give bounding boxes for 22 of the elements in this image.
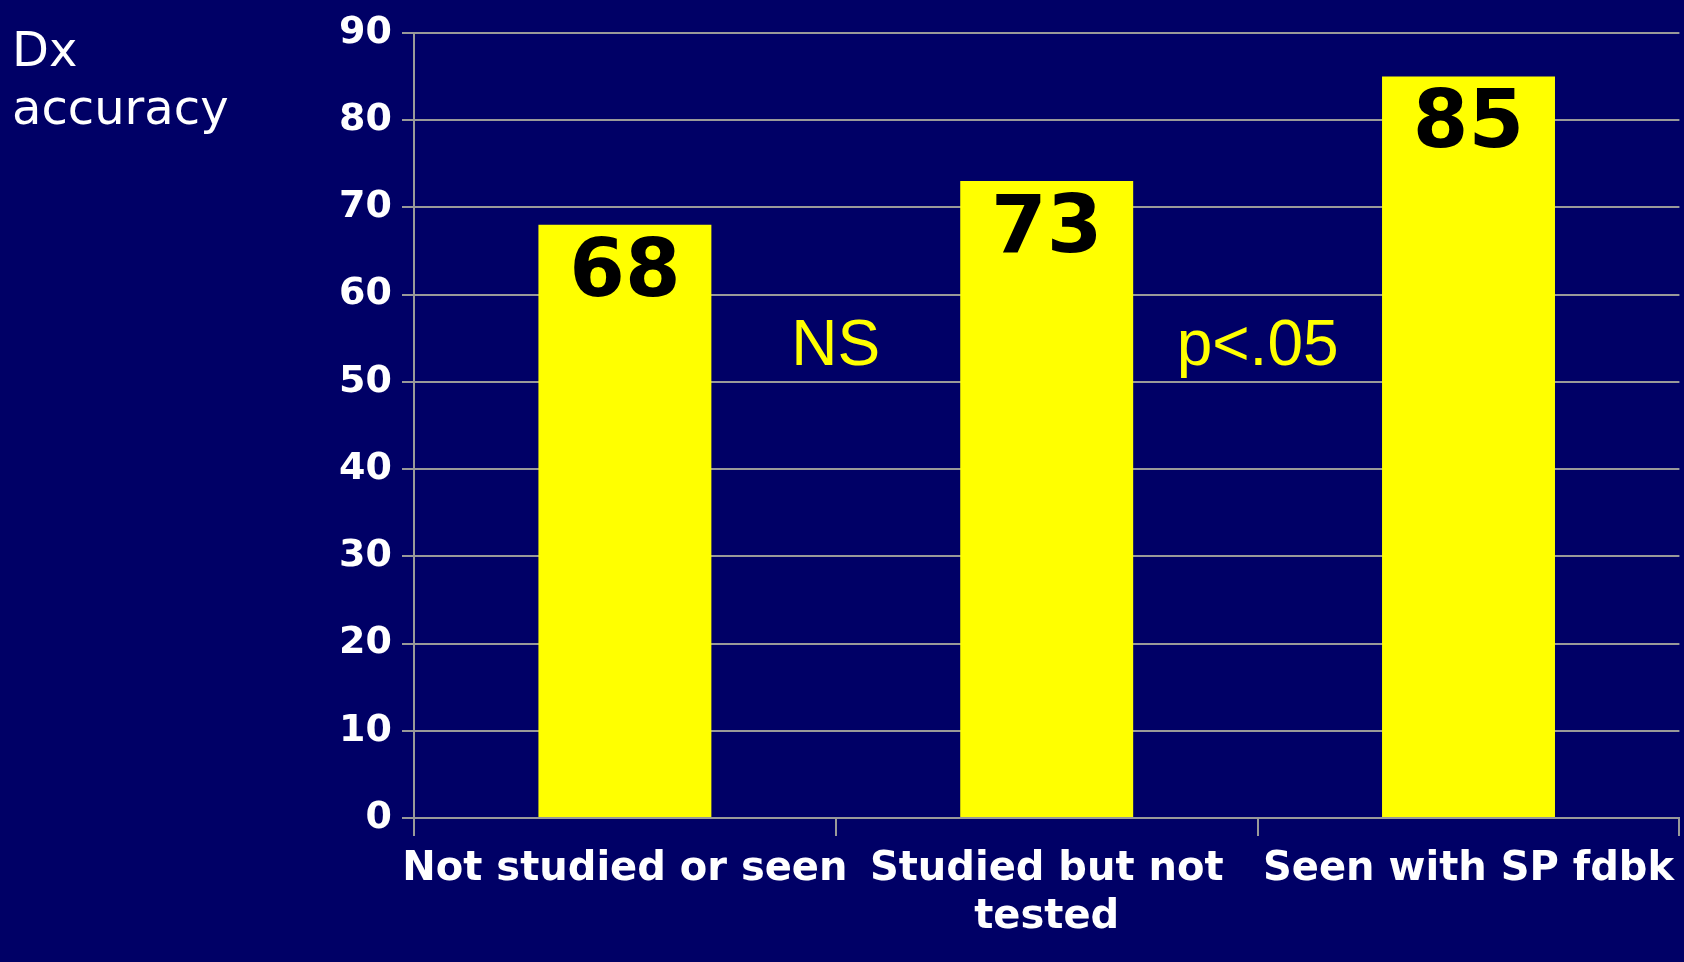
data-label: 85	[1412, 73, 1525, 167]
annotation: p<.05	[1176, 306, 1339, 379]
y-axis-title: Dx accuracy	[12, 20, 230, 136]
y-tick-label: 50	[339, 356, 392, 401]
x-tick-label: Not studied or seen	[402, 843, 848, 890]
data-label: 73	[991, 177, 1103, 271]
annotation: NS	[791, 306, 881, 379]
bar	[960, 181, 1134, 817]
y-tick-label: 60	[339, 269, 392, 314]
data-label: 68	[569, 221, 681, 315]
y-tick-label: 0	[365, 792, 392, 837]
y-tick-label: 90	[339, 7, 392, 52]
bar	[538, 224, 712, 817]
y-tick-label: 20	[339, 618, 392, 663]
x-tick-label: Studied but not tested	[869, 843, 1224, 938]
x-tick-label: Seen with SP fdbk	[1263, 843, 1676, 890]
bar	[1382, 76, 1555, 817]
y-tick-label: 30	[339, 531, 392, 576]
y-tick-label: 10	[339, 705, 392, 750]
y-tick-label: 40	[339, 443, 392, 488]
y-tick-label: 80	[339, 94, 392, 139]
y-tick-label: 70	[339, 182, 392, 227]
